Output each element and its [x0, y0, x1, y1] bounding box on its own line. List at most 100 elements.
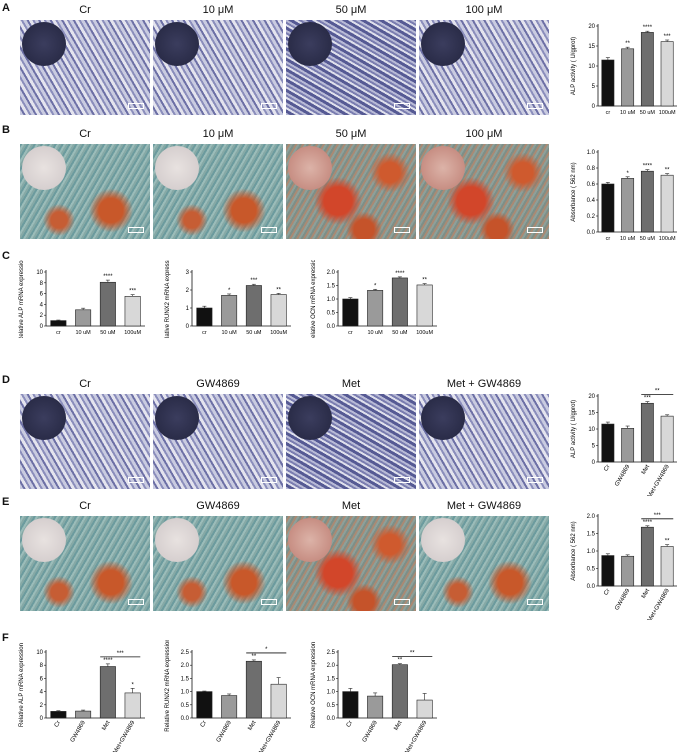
- panel-label-b: B: [2, 124, 10, 136]
- y-tick-label: 0.2: [587, 214, 596, 220]
- alp-well-image: [22, 22, 66, 66]
- x-tick-label: Cr: [603, 464, 611, 472]
- alp-well-image: [288, 22, 332, 66]
- header-b-2: 50 μM: [335, 128, 367, 140]
- bar: [640, 526, 654, 587]
- y-tick-label: 10: [588, 427, 595, 433]
- significance-label: *: [228, 288, 231, 294]
- chart-c-runx2-mrna: Relative RUNX2 mRNA expression 0 1 2 3 cr * 10 …: [165, 260, 291, 338]
- x-tick-label: GW4869: [614, 587, 631, 611]
- bar: [245, 285, 262, 327]
- significance-label: ****: [103, 658, 113, 664]
- scale-bar: [128, 227, 144, 233]
- chart-f-runx2-mrna: Relative RUNX2 mRNA expression 0.0 0.5 1.0 1…: [165, 640, 291, 752]
- bar: [367, 290, 384, 327]
- y-tick-label: 0.8: [587, 166, 596, 172]
- ars-well-image: [22, 518, 66, 562]
- x-tick-label: Met+GW4869: [405, 719, 429, 752]
- x-tick-label: Cr: [54, 720, 62, 728]
- bar: [601, 423, 615, 463]
- panel-label-a: A: [2, 2, 10, 14]
- significance-label: ***: [250, 278, 258, 284]
- ars-stain-image: [419, 144, 549, 239]
- significance-label: **: [252, 654, 257, 660]
- x-tick-label: Cr: [200, 720, 208, 728]
- chart-f-ocn-mrna: Relative OCN mRNA expression 0.0 0.5 1.0 1.5…: [311, 642, 437, 752]
- header-e-1: GW4869: [196, 500, 240, 512]
- significance-label: **: [665, 539, 670, 545]
- y-tick-label: 3: [186, 270, 190, 276]
- ars-well-image: [155, 146, 199, 190]
- scale-bar: [128, 477, 144, 483]
- alp-stain-image: [419, 394, 549, 489]
- y-tick-label: 2.5: [181, 650, 190, 656]
- alp-stain-image: [419, 20, 549, 115]
- bar: [621, 178, 635, 233]
- bar: [660, 174, 674, 233]
- bar: [124, 692, 141, 719]
- header-d-1: GW4869: [196, 378, 240, 390]
- alp-well-image: [288, 396, 332, 440]
- alp-stain-image: [20, 20, 150, 115]
- y-tick-label: 0.5: [181, 703, 190, 709]
- alp-stain-image: [20, 394, 150, 489]
- alp-well-image: [155, 396, 199, 440]
- y-axis-label: Absorbance ( 562 nm): [571, 521, 577, 580]
- y-tick-label: 20: [588, 24, 595, 30]
- ars-well-image: [421, 146, 465, 190]
- scale-bar: [527, 477, 543, 483]
- y-tick-label: 0.5: [327, 311, 336, 317]
- header-d-2: Met: [341, 378, 361, 390]
- significance-label: ****: [643, 164, 653, 170]
- y-tick-label: 2: [186, 288, 190, 294]
- y-tick-label: 1: [186, 306, 190, 312]
- x-tick-label: Met+GW4869: [647, 587, 671, 620]
- x-tick-label: Cr: [346, 720, 354, 728]
- bar: [640, 402, 654, 463]
- y-tick-label: 0: [592, 460, 596, 466]
- chart-a-alp-activity: ALP activity ( U/gprot) 0 5 10 15 20 cr ** 10 uM…: [571, 24, 677, 116]
- scale-bar: [261, 599, 277, 605]
- alp-well-image: [421, 396, 465, 440]
- y-tick-label: 2: [40, 313, 44, 319]
- bar: [221, 295, 238, 327]
- bar: [196, 307, 213, 327]
- scale-bar: [128, 599, 144, 605]
- x-tick-label: Met+GW4869: [647, 463, 671, 496]
- header-a-0: Cr: [79, 4, 91, 16]
- y-tick-label: 6: [40, 676, 44, 682]
- x-tick-label: 100uM: [416, 330, 433, 336]
- header-e-0: Cr: [79, 500, 91, 512]
- alp-stain-image: [286, 394, 416, 489]
- y-tick-label: 1.0: [327, 690, 336, 696]
- x-tick-label: 100uM: [270, 330, 287, 336]
- y-tick-label: 8: [40, 281, 44, 287]
- bar: [621, 428, 635, 463]
- alp-stain-image: [153, 20, 283, 115]
- ars-stain-image: [153, 516, 283, 611]
- panel-label-c: C: [2, 250, 10, 262]
- y-tick-label: 4: [40, 302, 44, 308]
- ars-stain-image: [153, 144, 283, 239]
- alp-well-image: [22, 396, 66, 440]
- significance-label: **: [422, 278, 427, 284]
- y-tick-label: 2.0: [587, 514, 596, 520]
- x-tick-label: Met+GW4869: [259, 719, 283, 752]
- x-tick-label: cr: [606, 236, 611, 242]
- y-tick-label: 15: [588, 411, 595, 417]
- y-tick-label: 15: [588, 44, 595, 50]
- x-tick-label: cr: [202, 330, 207, 336]
- header-d-3: Met + GW4869: [446, 378, 522, 390]
- bar: [640, 170, 654, 233]
- y-tick-label: 0.5: [587, 567, 596, 573]
- alp-well-image: [421, 22, 465, 66]
- bracket-significance-label: ***: [117, 651, 125, 657]
- y-tick-label: 0.5: [327, 703, 336, 709]
- y-tick-label: 0.4: [587, 198, 596, 204]
- bar: [221, 695, 238, 719]
- x-tick-label: 50 uM: [640, 110, 656, 116]
- ars-stain-image: [20, 516, 150, 611]
- y-tick-label: 10: [36, 270, 43, 276]
- y-tick-label: 0.0: [587, 584, 596, 590]
- significance-label: ***: [129, 289, 137, 295]
